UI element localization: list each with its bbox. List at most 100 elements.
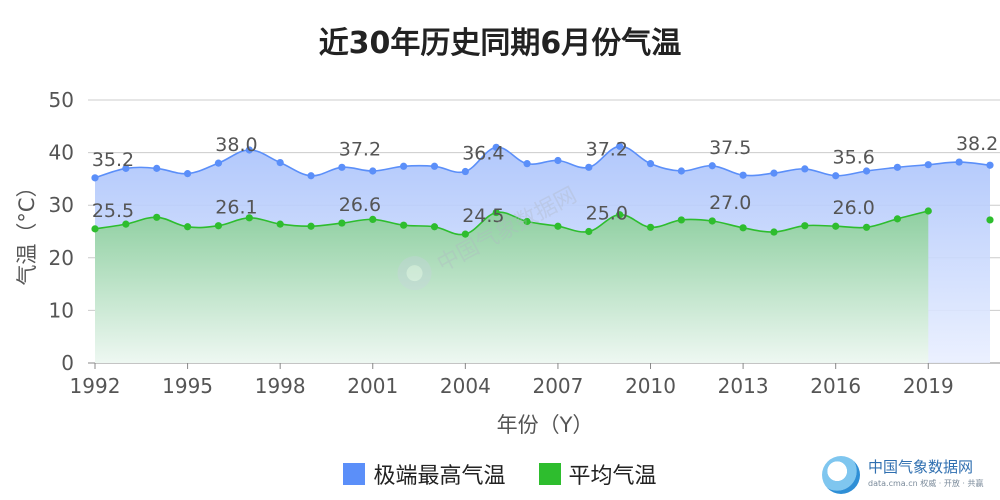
point-avg-1995 bbox=[183, 223, 192, 231]
point-avg-2000 bbox=[338, 219, 346, 227]
x-tick-label-2010: 2010 bbox=[625, 374, 676, 398]
point-avg-2011 bbox=[677, 216, 685, 224]
y-axis-label: 气温（°C） bbox=[15, 176, 39, 285]
x-tick-label-2004: 2004 bbox=[440, 374, 491, 398]
legend-swatch-avg bbox=[538, 463, 561, 485]
point-high-2020 bbox=[955, 158, 963, 166]
point-high-2021 bbox=[986, 161, 994, 169]
data-label-high-2016: 35.6 bbox=[833, 147, 875, 169]
axes: 气温（°C） 年份（Y） 0 10 20 30 40 50 1992 1995 1998 2001… bbox=[15, 88, 954, 437]
point-high-2003 bbox=[430, 162, 439, 170]
point-avg-2015 bbox=[801, 222, 809, 230]
y-tick-label-40: 40 bbox=[49, 141, 74, 165]
point-high-2018 bbox=[893, 163, 902, 171]
legend-label-high: 极端最高气温 bbox=[373, 464, 506, 489]
y-tick-label-0: 0 bbox=[61, 351, 74, 375]
point-avg-1993 bbox=[122, 220, 130, 228]
data-label-avg-1992: 25.5 bbox=[92, 200, 134, 222]
point-high-1993 bbox=[122, 164, 130, 172]
x-tick-label-2013: 2013 bbox=[718, 374, 769, 398]
point-avg-2014 bbox=[770, 228, 778, 236]
x-tick-label-2016: 2016 bbox=[810, 374, 861, 398]
point-avg-2019 bbox=[924, 207, 932, 215]
point-high-1995 bbox=[183, 170, 192, 178]
point-avg-2001 bbox=[369, 215, 377, 224]
data-label-high-1992: 35.2 bbox=[92, 149, 134, 171]
legend-item-avg[interactable]: 平均气温 bbox=[538, 458, 657, 490]
point-avg-2021 bbox=[986, 216, 994, 224]
point-high-1996 bbox=[214, 159, 223, 167]
data-label-avg-2004: 24.5 bbox=[462, 205, 504, 227]
x-tick-label-2007: 2007 bbox=[532, 374, 583, 398]
data-label-avg-1996: 26.1 bbox=[215, 197, 257, 219]
point-high-2009 bbox=[616, 142, 624, 150]
point-avg-2013 bbox=[739, 224, 747, 232]
data-label-avg-2012: 27.0 bbox=[709, 192, 751, 214]
point-avg-2007 bbox=[554, 222, 562, 230]
data-label-high-2020: 38.2 bbox=[956, 133, 998, 155]
point-high-2010 bbox=[646, 160, 655, 168]
data-label-high-2008: 37.2 bbox=[586, 138, 628, 160]
point-high-2013 bbox=[739, 171, 747, 179]
brand-subtitle: data.cma.cn 权威 · 开放 · 共赢 bbox=[868, 479, 984, 488]
point-avg-2017 bbox=[862, 223, 871, 231]
data-label-high-2000: 37.2 bbox=[339, 138, 381, 160]
data-label-avg-2016: 26.0 bbox=[833, 197, 875, 219]
x-tick-label-1998: 1998 bbox=[255, 374, 306, 398]
x-tick-label-1995: 1995 bbox=[162, 374, 213, 398]
point-avg-2003 bbox=[430, 223, 439, 231]
data-label-high-2004: 36.4 bbox=[462, 143, 504, 165]
x-tick-label-1992: 1992 bbox=[70, 374, 121, 398]
point-avg-2005 bbox=[492, 208, 500, 217]
point-high-2012 bbox=[708, 162, 716, 170]
data-labels: 35.2 38.0 37.2 36.4 37.2 37.5 35.6 38.2 25.5 26.1… bbox=[92, 133, 998, 227]
y-tick-label-20: 20 bbox=[49, 246, 74, 270]
point-avg-2006 bbox=[523, 217, 531, 226]
point-avg-1999 bbox=[307, 222, 315, 230]
point-avg-2002 bbox=[400, 221, 408, 229]
point-high-2019 bbox=[924, 161, 932, 169]
y-tick-label-30: 30 bbox=[49, 193, 74, 217]
point-avg-1992 bbox=[91, 225, 99, 233]
legend: 极端最高气温 平均气温 bbox=[0, 458, 1000, 490]
point-high-2000 bbox=[338, 163, 346, 171]
point-high-1998 bbox=[276, 158, 284, 167]
point-high-2002 bbox=[400, 162, 408, 170]
data-label-high-2012: 37.5 bbox=[709, 137, 751, 159]
point-avg-2009 bbox=[616, 211, 624, 219]
point-high-2005 bbox=[492, 143, 500, 151]
brand-logo-icon bbox=[822, 456, 860, 494]
point-high-2007 bbox=[554, 156, 562, 165]
point-high-2016 bbox=[832, 172, 840, 180]
brand-logo-block: 中国气象数据网 data.cma.cn 权威 · 开放 · 共赢 bbox=[822, 452, 997, 496]
point-avg-2004 bbox=[461, 230, 469, 238]
x-tick-label-2019: 2019 bbox=[903, 374, 954, 398]
chart-title: 近30年历史同期6月份气温 bbox=[318, 26, 682, 61]
point-avg-2018 bbox=[893, 215, 902, 223]
point-avg-2012 bbox=[708, 217, 716, 225]
legend-swatch-high bbox=[343, 463, 366, 485]
point-high-1992 bbox=[91, 174, 99, 182]
point-high-2014 bbox=[770, 169, 778, 177]
brand-name: 中国气象数据网 bbox=[868, 458, 974, 476]
point-high-2008 bbox=[585, 163, 593, 171]
data-label-high-1996: 38.0 bbox=[215, 134, 257, 156]
point-high-1997 bbox=[245, 146, 253, 154]
area-avg-0 bbox=[95, 211, 929, 363]
point-avg-1994 bbox=[153, 213, 161, 221]
line-avg-0 bbox=[94, 210, 929, 236]
data-label-avg-2008: 25.0 bbox=[586, 203, 628, 225]
x-tick-label-2001: 2001 bbox=[347, 374, 398, 398]
y-tick-label-10: 10 bbox=[49, 298, 74, 322]
point-high-2017 bbox=[862, 167, 871, 175]
point-high-2015 bbox=[801, 165, 809, 173]
x-axis-label: 年份（Y） bbox=[497, 413, 594, 437]
series-areas bbox=[95, 146, 990, 363]
legend-item-high[interactable]: 极端最高气温 bbox=[343, 458, 505, 490]
point-high-1994 bbox=[153, 164, 161, 172]
point-high-1999 bbox=[307, 172, 315, 180]
point-avg-1996 bbox=[214, 222, 223, 230]
series-points bbox=[91, 142, 994, 238]
point-high-2006 bbox=[523, 160, 531, 168]
